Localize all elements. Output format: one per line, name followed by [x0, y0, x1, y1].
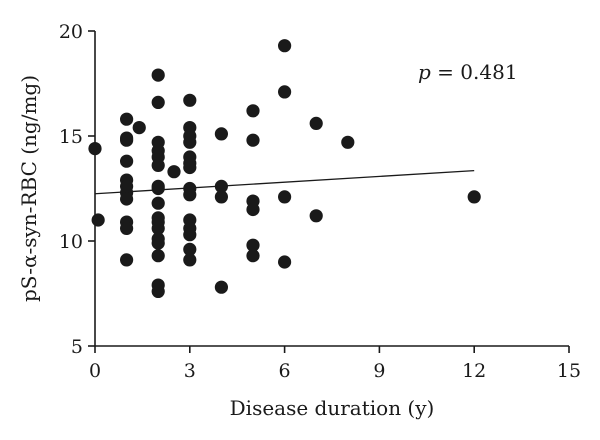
x-axis-ticks: 0 3 6 9 12 15: [89, 346, 581, 382]
data-point: [309, 116, 323, 130]
x-tick-label: 15: [557, 360, 581, 382]
data-point: [120, 221, 134, 235]
x-tick-label: 3: [184, 360, 196, 382]
data-point: [341, 135, 355, 149]
data-point: [120, 253, 134, 267]
axes: [94, 31, 569, 347]
data-point: [467, 190, 481, 204]
y-axis-title: pS-α-syn-RBC (ng/mg): [17, 75, 41, 302]
data-point: [278, 190, 292, 204]
data-point: [88, 142, 102, 156]
data-point: [246, 238, 260, 252]
y-axis-ticks: 5 10 15 20: [59, 21, 95, 358]
data-point: [120, 112, 134, 126]
data-point: [309, 209, 323, 223]
y-tick-label: 5: [71, 336, 83, 358]
y-tick-label: 10: [59, 231, 83, 253]
p-symbol: p: [418, 60, 431, 84]
y-tick-label: 20: [59, 21, 83, 43]
data-point: [214, 190, 228, 204]
data-point: [183, 253, 197, 267]
data-point: [151, 221, 165, 235]
x-tick-label: 6: [279, 360, 291, 382]
p-value-text: = 0.481: [431, 60, 518, 84]
data-point: [151, 249, 165, 263]
data-point: [151, 236, 165, 250]
data-point: [183, 242, 197, 256]
data-point: [120, 133, 134, 147]
x-axis-title: Disease duration (y): [230, 396, 435, 420]
y-tick-label: 15: [59, 126, 83, 148]
x-tick-label: 0: [89, 360, 101, 382]
x-tick-label: 12: [462, 360, 486, 382]
data-point: [246, 202, 260, 217]
data-point: [278, 39, 292, 53]
data-point: [246, 104, 260, 118]
data-point: [151, 181, 165, 196]
data-point: [183, 93, 197, 107]
data-point: [183, 135, 197, 149]
data-point: [183, 188, 197, 202]
data-point: [183, 160, 197, 175]
x-tick-label: 9: [373, 360, 385, 382]
data-point: [151, 68, 165, 82]
data-point: [151, 158, 165, 172]
data-points: [88, 39, 481, 298]
data-point: [120, 154, 134, 168]
data-point: [132, 121, 146, 135]
data-point: [151, 196, 165, 210]
data-point: [246, 249, 260, 263]
data-point: [151, 284, 165, 298]
data-point: [151, 95, 165, 109]
data-point: [246, 133, 260, 147]
data-point: [278, 255, 292, 269]
data-point: [183, 228, 197, 242]
data-point: [214, 127, 228, 141]
data-point: [120, 192, 134, 206]
data-point: [214, 179, 228, 193]
data-point: [278, 85, 292, 99]
data-point: [91, 213, 105, 227]
data-point: [214, 280, 228, 294]
p-value-annotation: p = 0.481: [418, 60, 518, 84]
data-point: [167, 165, 181, 179]
